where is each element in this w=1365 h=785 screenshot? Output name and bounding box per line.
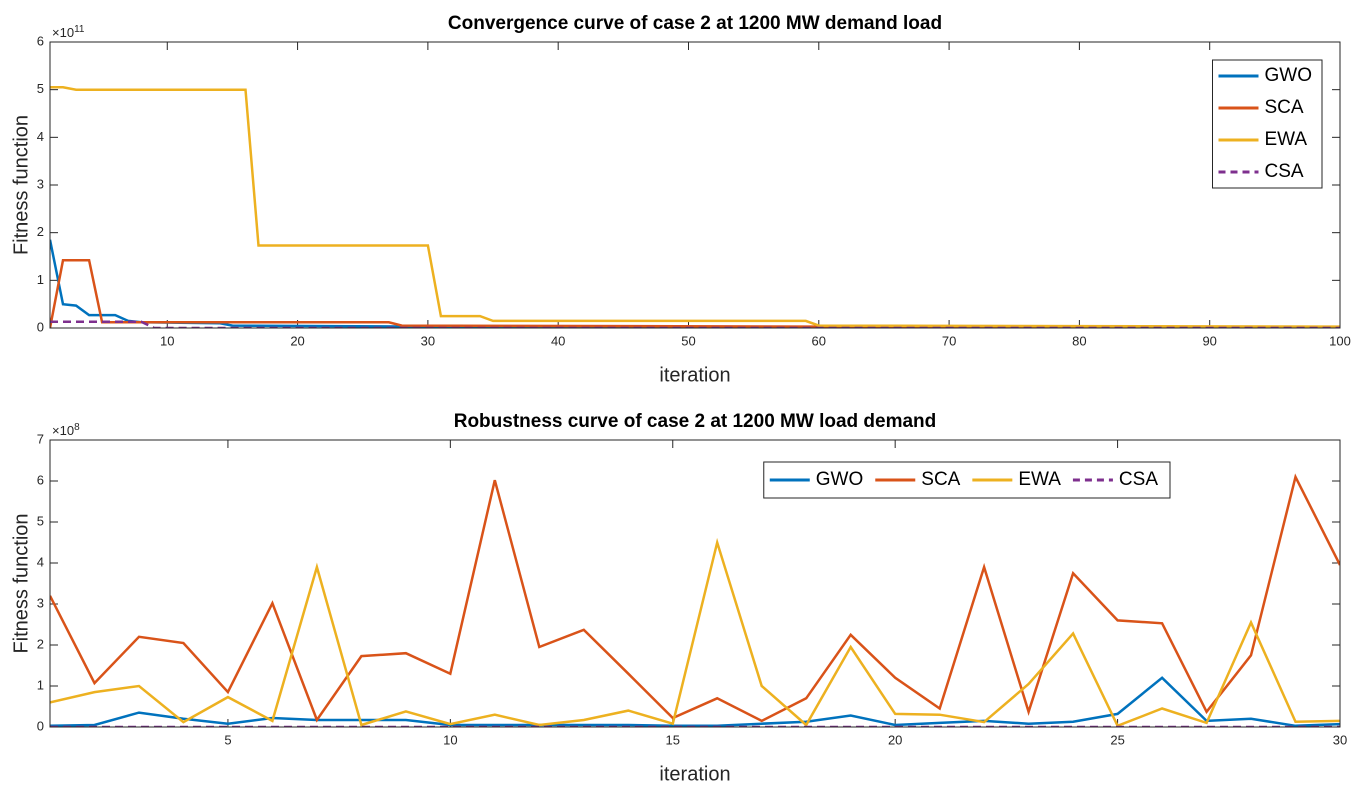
y-tick-label: 0 [37, 718, 44, 733]
series-line [50, 473, 1340, 723]
plot-area [50, 42, 1340, 328]
x-tick-label: 50 [681, 333, 695, 348]
legend-label: CSA [1119, 469, 1158, 490]
x-tick-label: 25 [1110, 732, 1124, 747]
y-axis-label: Fitness function [10, 115, 32, 255]
x-axis-label: iteration [659, 763, 730, 785]
legend-label: SCA [921, 469, 960, 490]
series-line [50, 259, 1340, 328]
chart-title: Convergence curve of case 2 at 1200 MW d… [448, 13, 942, 34]
y-tick-label: 4 [37, 129, 44, 144]
y-tick-label: 5 [37, 81, 44, 96]
x-tick-label: 40 [551, 333, 565, 348]
y-tick-label: 1 [37, 677, 44, 692]
exponent-power: 8 [74, 422, 80, 433]
x-tick-label: 100 [1329, 333, 1351, 348]
legend-label: EWA [1265, 129, 1308, 150]
legend-label: SCA [1265, 97, 1304, 118]
y-exponent: ×108 [52, 422, 80, 439]
series-line [50, 320, 1340, 328]
y-tick-label: 2 [37, 636, 44, 651]
y-tick-label: 0 [37, 319, 44, 334]
legend: GWO SCA EWA CSA [1212, 59, 1323, 189]
y-tick-label: 1 [37, 272, 44, 287]
x-tick-label: 5 [224, 732, 231, 747]
x-tick-label: 20 [290, 333, 304, 348]
x-tick-label: 15 [666, 732, 680, 747]
y-axis-label: Fitness function [10, 513, 32, 653]
legend-box [1212, 59, 1323, 189]
x-tick-label: 30 [1333, 732, 1347, 747]
y-tick-label: 5 [37, 513, 44, 528]
x-tick-label: 30 [421, 333, 435, 348]
x-tick-label: 60 [812, 333, 826, 348]
x-axis-label: iteration [659, 364, 730, 386]
y-tick-label: 3 [37, 176, 44, 191]
x-tick-label: 80 [1072, 333, 1086, 348]
x-tick-label: 10 [443, 732, 457, 747]
legend-label: CSA [1265, 161, 1304, 182]
series-line [50, 86, 1340, 328]
x-tick-label: 90 [1202, 333, 1216, 348]
x-tick-label: 20 [888, 732, 902, 747]
y-exponent: ×1011 [52, 24, 85, 41]
y-tick-label: 2 [37, 224, 44, 239]
y-tick-label: 3 [37, 595, 44, 610]
exponent-base: ×10 [52, 423, 74, 438]
y-tick-label: 7 [37, 431, 44, 446]
legend-label: GWO [816, 469, 864, 490]
y-tick-label: 6 [37, 472, 44, 487]
axes-box [49, 439, 1341, 728]
x-tick-label: 70 [942, 333, 956, 348]
y-tick-label: 4 [37, 554, 44, 569]
exponent-power: 11 [74, 24, 85, 35]
y-tick-label: 6 [37, 33, 44, 48]
legend: GWO SCA EWA CSA [763, 461, 1171, 499]
x-tick-label: 10 [160, 333, 174, 348]
chart-title: Robustness curve of case 2 at 1200 MW lo… [454, 411, 937, 432]
axes-box [49, 41, 1341, 329]
legend-label: EWA [1018, 469, 1061, 490]
legend-label: GWO [1265, 65, 1313, 86]
exponent-base: ×10 [52, 25, 74, 40]
series-line [50, 537, 1340, 727]
